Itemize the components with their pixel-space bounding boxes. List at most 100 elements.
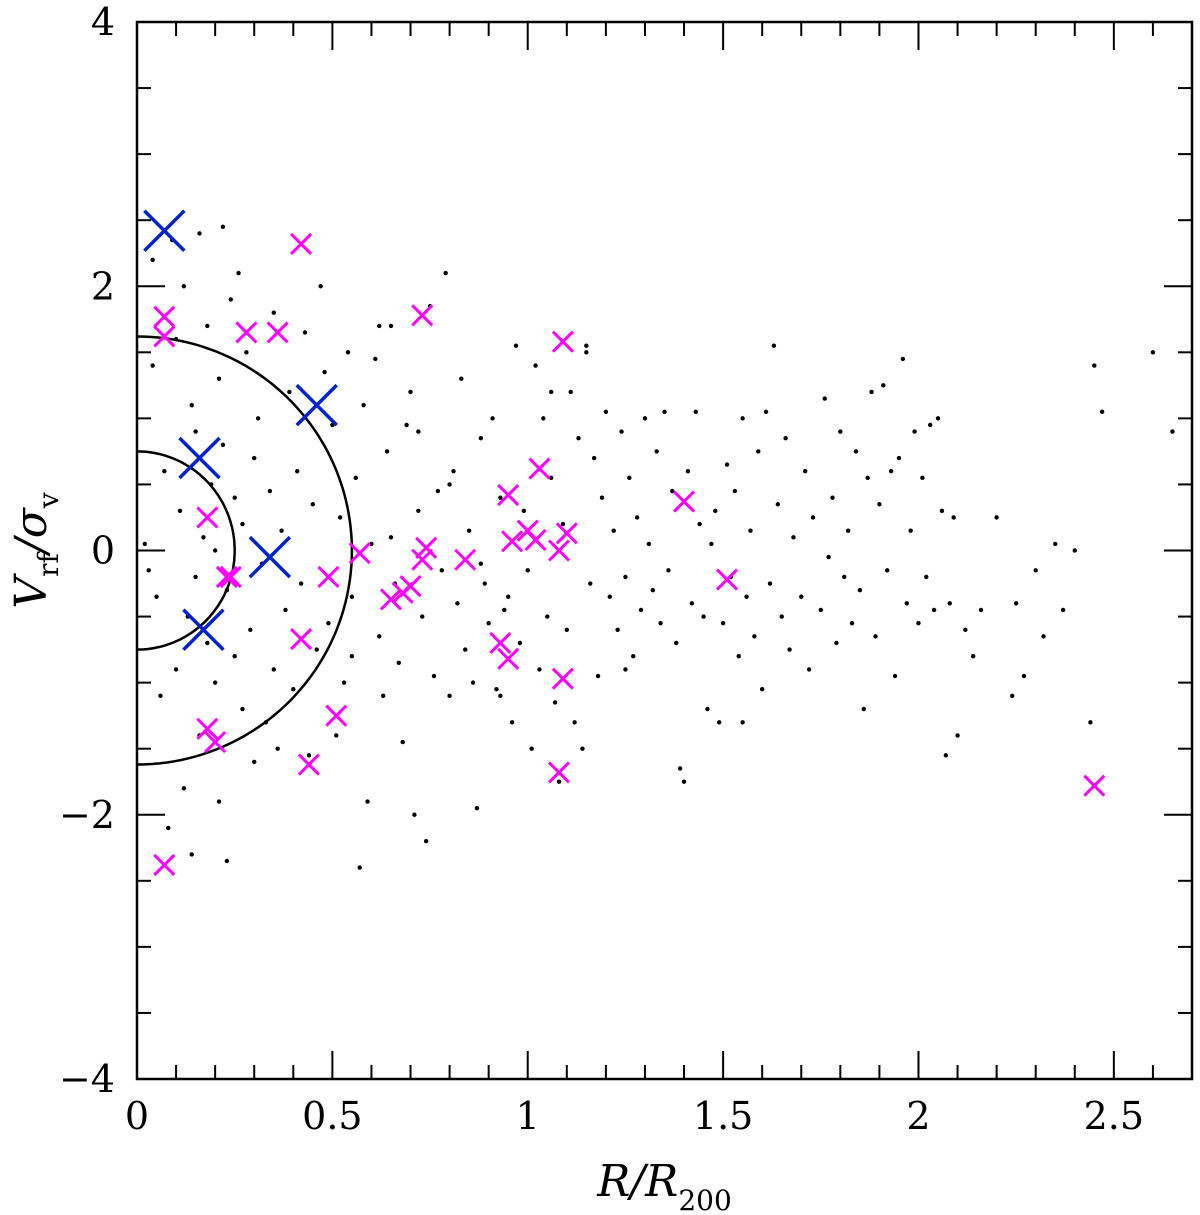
data-point bbox=[322, 369, 327, 375]
cross-stroke bbox=[153, 325, 176, 348]
data-point bbox=[783, 435, 788, 441]
data-point bbox=[408, 389, 413, 395]
data-point bbox=[900, 356, 906, 362]
data-point bbox=[478, 435, 484, 441]
data-point bbox=[627, 475, 632, 481]
cross-stroke bbox=[415, 536, 438, 559]
ticks-layer bbox=[136, 21, 1193, 1080]
data-point bbox=[799, 594, 804, 599]
data-point bbox=[963, 627, 968, 632]
magenta-cross-marker bbox=[415, 536, 438, 559]
data-point bbox=[908, 528, 913, 533]
data-point bbox=[892, 673, 898, 679]
data-point bbox=[951, 515, 956, 520]
data-point bbox=[1013, 601, 1019, 606]
data-point bbox=[443, 270, 448, 276]
cross-stroke bbox=[178, 436, 221, 480]
data-point bbox=[302, 330, 308, 335]
cross-stroke bbox=[153, 305, 176, 328]
cross-stroke bbox=[266, 321, 289, 344]
magenta-cross-marker bbox=[528, 457, 551, 480]
data-point bbox=[810, 515, 816, 520]
x-tick-label: 1 bbox=[516, 1094, 540, 1138]
data-point bbox=[646, 541, 652, 547]
data-point bbox=[611, 528, 616, 533]
magenta-cross-marker bbox=[497, 483, 520, 507]
data-point bbox=[252, 759, 257, 765]
magenta-cross-marker bbox=[551, 667, 574, 690]
data-point bbox=[744, 594, 749, 599]
data-point bbox=[181, 284, 187, 289]
cross-stroke bbox=[551, 330, 574, 353]
data-point bbox=[869, 389, 874, 395]
data-point bbox=[1033, 568, 1038, 573]
data-point bbox=[158, 693, 163, 699]
data-point bbox=[591, 455, 597, 461]
data-point bbox=[162, 469, 167, 474]
data-point bbox=[748, 528, 753, 533]
cross-stroke bbox=[497, 483, 520, 507]
data-point bbox=[877, 502, 882, 507]
data-point bbox=[838, 429, 843, 434]
data-point bbox=[482, 581, 487, 586]
data-point bbox=[252, 455, 257, 461]
blue-cross-marker bbox=[178, 436, 221, 480]
data-point bbox=[888, 469, 894, 474]
magenta-cross-marker bbox=[153, 325, 176, 348]
data-point bbox=[834, 640, 839, 646]
data-point bbox=[232, 495, 237, 500]
data-point bbox=[916, 620, 921, 626]
x-axis-title: R/R200 bbox=[596, 1156, 732, 1215]
data-point bbox=[584, 350, 589, 355]
data-point bbox=[220, 224, 226, 229]
data-point bbox=[287, 389, 292, 395]
cross-stroke bbox=[1083, 774, 1106, 797]
cross-stroke bbox=[551, 667, 574, 690]
data-point bbox=[216, 376, 222, 381]
data-point bbox=[740, 720, 745, 725]
x-axis-title-sub: 200 bbox=[678, 1184, 731, 1215]
cross-stroke bbox=[555, 522, 578, 545]
data-point bbox=[576, 435, 581, 441]
data-point bbox=[588, 581, 593, 586]
data-point bbox=[177, 508, 183, 514]
data-point bbox=[623, 574, 628, 580]
data-point bbox=[752, 634, 757, 639]
data-point bbox=[920, 475, 925, 481]
data-point bbox=[150, 257, 155, 263]
data-point bbox=[232, 654, 237, 659]
cross-stroke bbox=[489, 631, 512, 655]
data-point bbox=[572, 720, 577, 725]
data-point bbox=[509, 720, 515, 725]
data-point bbox=[885, 568, 890, 573]
cross-stroke bbox=[399, 575, 422, 598]
y-axis-title-mid: /σ bbox=[6, 506, 57, 557]
data-point bbox=[337, 515, 343, 520]
data-point bbox=[849, 620, 855, 626]
data-point bbox=[490, 416, 495, 421]
data-point bbox=[631, 654, 636, 659]
data-point bbox=[517, 640, 523, 646]
data-point bbox=[416, 508, 421, 514]
magenta-cross-marker bbox=[379, 588, 403, 611]
data-point bbox=[931, 607, 937, 613]
cross-stroke bbox=[295, 383, 338, 427]
data-point bbox=[349, 654, 355, 659]
magenta-cross-marker bbox=[555, 522, 578, 545]
cross-stroke bbox=[672, 490, 696, 513]
data-point bbox=[674, 640, 679, 646]
data-point bbox=[353, 475, 359, 481]
data-point bbox=[818, 607, 823, 613]
data-point bbox=[388, 323, 394, 329]
cross-stroke bbox=[411, 304, 434, 327]
magenta-cross-marker bbox=[215, 565, 238, 588]
cross-stroke bbox=[411, 548, 434, 571]
magenta-cross-marker bbox=[399, 575, 422, 598]
data-point bbox=[724, 462, 730, 467]
cross-stroke bbox=[235, 321, 258, 344]
data-point bbox=[459, 376, 464, 381]
data-point bbox=[584, 343, 589, 348]
x-tick-label: 0.5 bbox=[302, 1094, 362, 1138]
cross-stroke bbox=[219, 565, 242, 588]
data-point bbox=[506, 594, 511, 599]
